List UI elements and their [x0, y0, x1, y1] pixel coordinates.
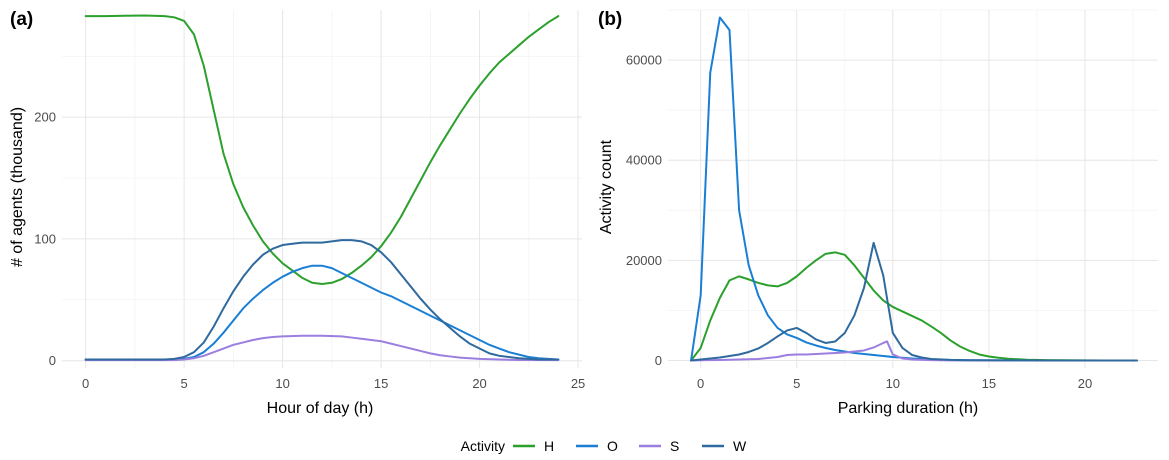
legend-label-s: S — [670, 438, 679, 454]
panel-b-series-line-h — [691, 252, 1137, 360]
panel-a-series — [86, 15, 559, 360]
panel-a-series-line-h — [86, 15, 559, 284]
panel-b-chart: 0 5 10 15 20 0 20000 40000 60000 (b) Parking dur… — [598, 9, 1158, 417]
panel-b-x-tick-label: 15 — [982, 376, 996, 391]
panel-b-x-tick-label: 5 — [793, 376, 800, 391]
panel-a-series-line-o — [86, 266, 559, 360]
panel-a-label: (a) — [10, 9, 33, 30]
panel-a-x-tick-label: 15 — [374, 376, 388, 391]
panel-a-series-line-s — [86, 336, 559, 360]
panel-b-x-tick-label: 20 — [1078, 376, 1092, 391]
panel-b-label: (b) — [598, 9, 622, 30]
legend-item-s: S — [639, 438, 679, 454]
panel-b-y-tick-label: 0 — [655, 353, 662, 368]
panel-b-y-tick-label: 60000 — [626, 53, 662, 68]
legend: Activity H O S W — [461, 438, 747, 454]
panel-b-series — [691, 18, 1137, 361]
legend-label-o: O — [607, 438, 618, 454]
panel-b-y-tick-label: 40000 — [626, 153, 662, 168]
panel-a-x-tick-label: 5 — [181, 376, 188, 391]
panel-b-y-axis-title: Activity count — [598, 139, 615, 234]
panel-a-x-tick-label: 20 — [472, 376, 486, 391]
panel-b-ticks: 0 5 10 15 20 0 20000 40000 60000 — [626, 53, 1092, 391]
legend-label-h: H — [544, 438, 554, 454]
legend-item-w: W — [702, 438, 747, 454]
panel-a-x-tick-label: 10 — [275, 376, 289, 391]
panel-a-x-tick-label: 0 — [82, 376, 89, 391]
legend-title: Activity — [461, 438, 505, 454]
legend-label-w: W — [733, 438, 747, 454]
panel-b-grid — [668, 10, 1158, 368]
panel-a-chart: 0 5 10 15 20 25 0 100 200 (a) Hour of day (h) # … — [9, 9, 585, 417]
panel-b-series-line-o — [691, 18, 1137, 361]
panel-a-y-tick-label: 0 — [49, 353, 56, 368]
panel-a-x-tick-label: 25 — [571, 376, 585, 391]
panel-a-grid — [62, 10, 582, 368]
panel-b-x-axis-title: Parking duration (h) — [838, 400, 979, 417]
panel-b-y-tick-label: 20000 — [626, 253, 662, 268]
panel-a-y-tick-label: 100 — [34, 231, 56, 246]
panel-a-y-tick-label: 200 — [34, 110, 56, 125]
panel-a-x-axis-title: Hour of day (h) — [267, 400, 374, 417]
panel-b-x-tick-label: 0 — [697, 376, 704, 391]
panel-b-x-tick-label: 10 — [886, 376, 900, 391]
legend-item-o: O — [576, 438, 618, 454]
legend-item-h: H — [513, 438, 554, 454]
panel-a-y-axis-title: # of agents (thousand) — [9, 107, 26, 267]
